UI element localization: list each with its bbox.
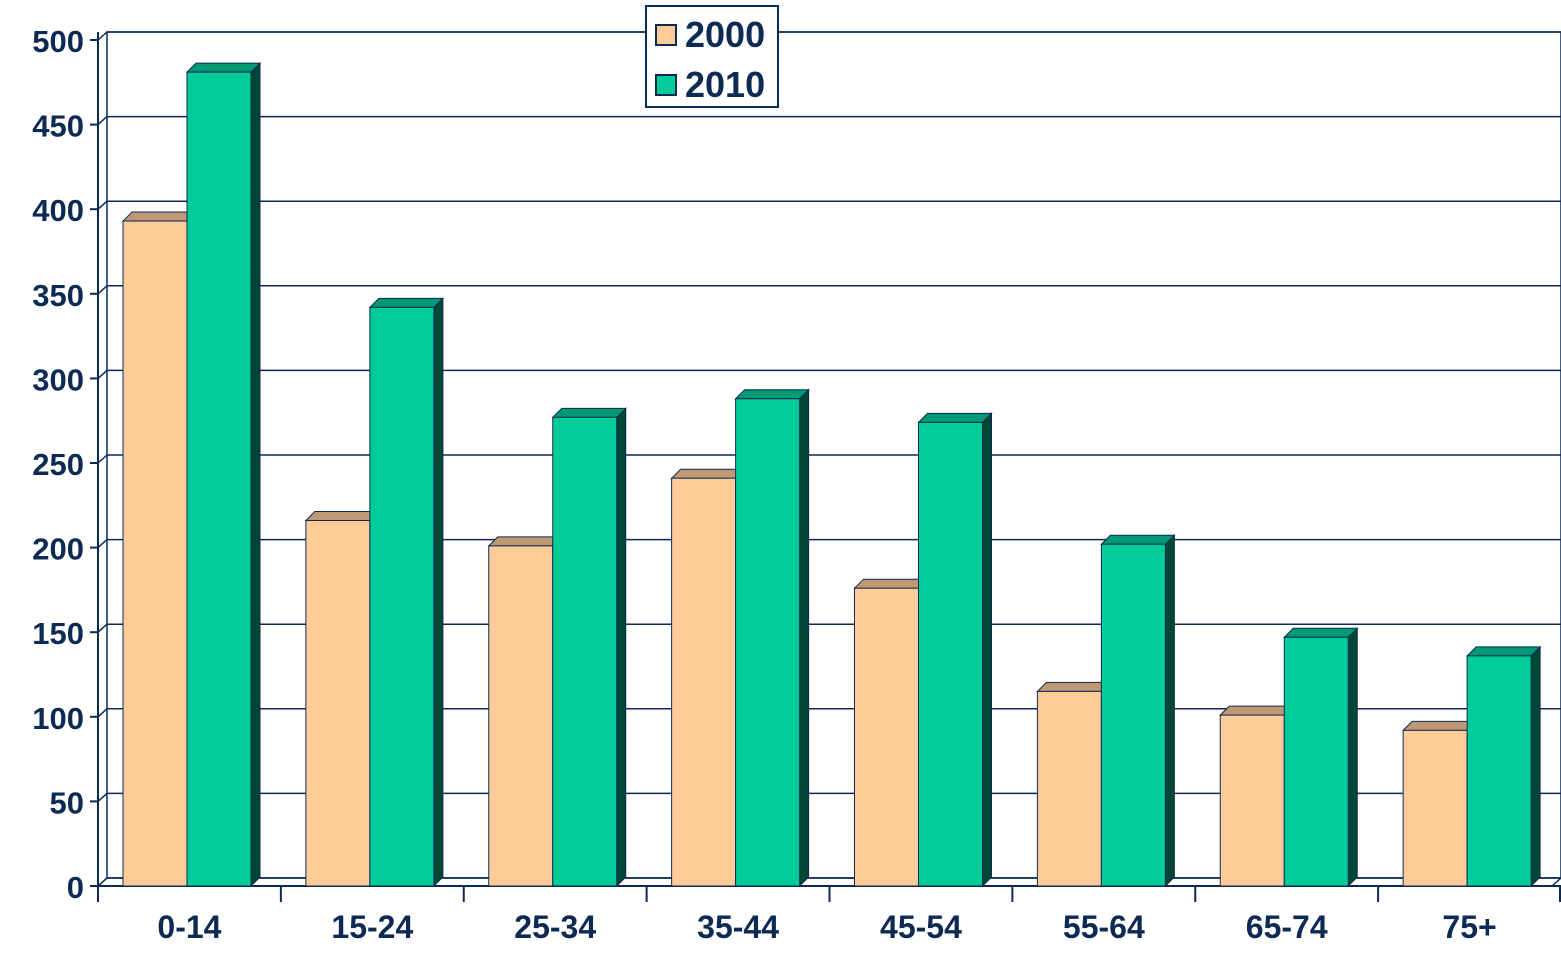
y-tick-label-100: 100 bbox=[32, 701, 84, 736]
bar-top-2010-35-44 bbox=[734, 389, 810, 400]
y-tick-label-300: 300 bbox=[32, 362, 84, 397]
x-tick-label-0: 0-14 bbox=[157, 909, 221, 945]
bar-2010-55-64 bbox=[1100, 543, 1166, 887]
bar-top-2010-15-24 bbox=[368, 297, 445, 308]
bar-side-2010-45-54 bbox=[982, 412, 992, 888]
y-tick-label-350: 350 bbox=[32, 278, 84, 313]
bar-2000-35-44 bbox=[671, 477, 737, 887]
gridline-diagonal-250 bbox=[97, 454, 108, 464]
gridline-diagonal-350 bbox=[97, 285, 108, 295]
gridline-diagonal-150 bbox=[97, 623, 108, 633]
legend-item-2000: 2000 bbox=[655, 13, 765, 57]
y-tick-label-200: 200 bbox=[32, 532, 84, 567]
x-tick-label-5: 55-64 bbox=[1063, 909, 1145, 945]
bar-2000-55-64 bbox=[1036, 690, 1102, 887]
bar-2010-15-24 bbox=[369, 306, 435, 887]
bar-side-2010-65-74 bbox=[1347, 627, 1358, 888]
gridline-diagonal-450 bbox=[97, 116, 108, 126]
bar-top-2010-0-14 bbox=[185, 62, 262, 73]
legend-label-2010: 2010 bbox=[685, 64, 766, 105]
legend-label-2000: 2000 bbox=[685, 14, 766, 55]
x-tick-label-3: 35-44 bbox=[697, 909, 779, 945]
bar-top-2010-45-54 bbox=[917, 412, 993, 423]
bar-2010-65-74 bbox=[1283, 636, 1349, 887]
bar-2010-35-44 bbox=[735, 398, 801, 887]
gridline-diagonal-200 bbox=[97, 539, 108, 549]
gridline-diagonal-400 bbox=[97, 200, 108, 210]
y-tick-label-250: 250 bbox=[32, 447, 84, 482]
bar-top-2000-15-24 bbox=[304, 511, 381, 522]
bar-top-2010-65-74 bbox=[1283, 627, 1359, 638]
bar-2000-45-54 bbox=[854, 587, 919, 887]
y-tick-label-400: 400 bbox=[32, 193, 84, 228]
bar-top-2000-45-54 bbox=[853, 578, 929, 589]
bar-top-2010-55-64 bbox=[1100, 534, 1176, 545]
bar-side-2010-35-44 bbox=[799, 388, 810, 888]
y-tick-label-450: 450 bbox=[32, 109, 84, 144]
bar-2010-45-54 bbox=[918, 421, 983, 887]
x-tick-label-2: 25-34 bbox=[514, 909, 596, 945]
gridline-diagonal-0 bbox=[97, 877, 108, 887]
x-tick-label-1: 15-24 bbox=[331, 909, 413, 945]
bar-top-2010-75+ bbox=[1465, 646, 1542, 657]
bar-2010-0-14 bbox=[186, 71, 252, 887]
bar-top-2000-75+ bbox=[1401, 720, 1478, 731]
bar-2000-15-24 bbox=[305, 520, 371, 887]
bar-top-2000-25-34 bbox=[487, 536, 563, 547]
bar-2010-25-34 bbox=[552, 416, 618, 887]
legend-item-2010: 2010 bbox=[655, 63, 765, 107]
bar-2000-0-14 bbox=[122, 220, 188, 887]
bar-top-2000-0-14 bbox=[121, 211, 198, 222]
gridline-diagonal-300 bbox=[97, 369, 108, 379]
x-tick-label-4: 45-54 bbox=[880, 909, 962, 945]
legend-swatch-2010 bbox=[655, 74, 677, 96]
bar-side-2010-0-14 bbox=[250, 61, 261, 888]
y-tick-label-50: 50 bbox=[50, 785, 84, 820]
legend-swatch-2000 bbox=[655, 24, 677, 46]
chart-legend: 2000 2010 bbox=[645, 5, 779, 108]
bar-side-2010-15-24 bbox=[433, 297, 444, 888]
x-tick-label-7: 75+ bbox=[1442, 909, 1496, 945]
x-tick-label-6: 65-74 bbox=[1246, 909, 1328, 945]
bar-2010-75+ bbox=[1466, 655, 1532, 887]
bar-side-2010-75+ bbox=[1530, 645, 1541, 888]
bar-2000-25-34 bbox=[488, 545, 554, 887]
gridline-diagonal-100 bbox=[97, 708, 108, 718]
bar-2000-75+ bbox=[1402, 729, 1468, 887]
bar-top-2010-25-34 bbox=[551, 407, 627, 418]
bar-2000-65-74 bbox=[1219, 714, 1285, 887]
y-tick-label-150: 150 bbox=[32, 616, 84, 651]
gridline-diagonal-500 bbox=[97, 31, 108, 41]
bar-top-2000-35-44 bbox=[670, 468, 746, 479]
bar-top-2000-55-64 bbox=[1036, 681, 1112, 692]
bar-side-2010-55-64 bbox=[1164, 534, 1175, 888]
bar-top-2000-65-74 bbox=[1219, 705, 1295, 716]
y-tick-label-500: 500 bbox=[32, 24, 84, 59]
gridline-diagonal-50 bbox=[97, 792, 108, 802]
y-tick-label-0: 0 bbox=[67, 870, 84, 905]
bar-side-2010-25-34 bbox=[616, 407, 627, 888]
